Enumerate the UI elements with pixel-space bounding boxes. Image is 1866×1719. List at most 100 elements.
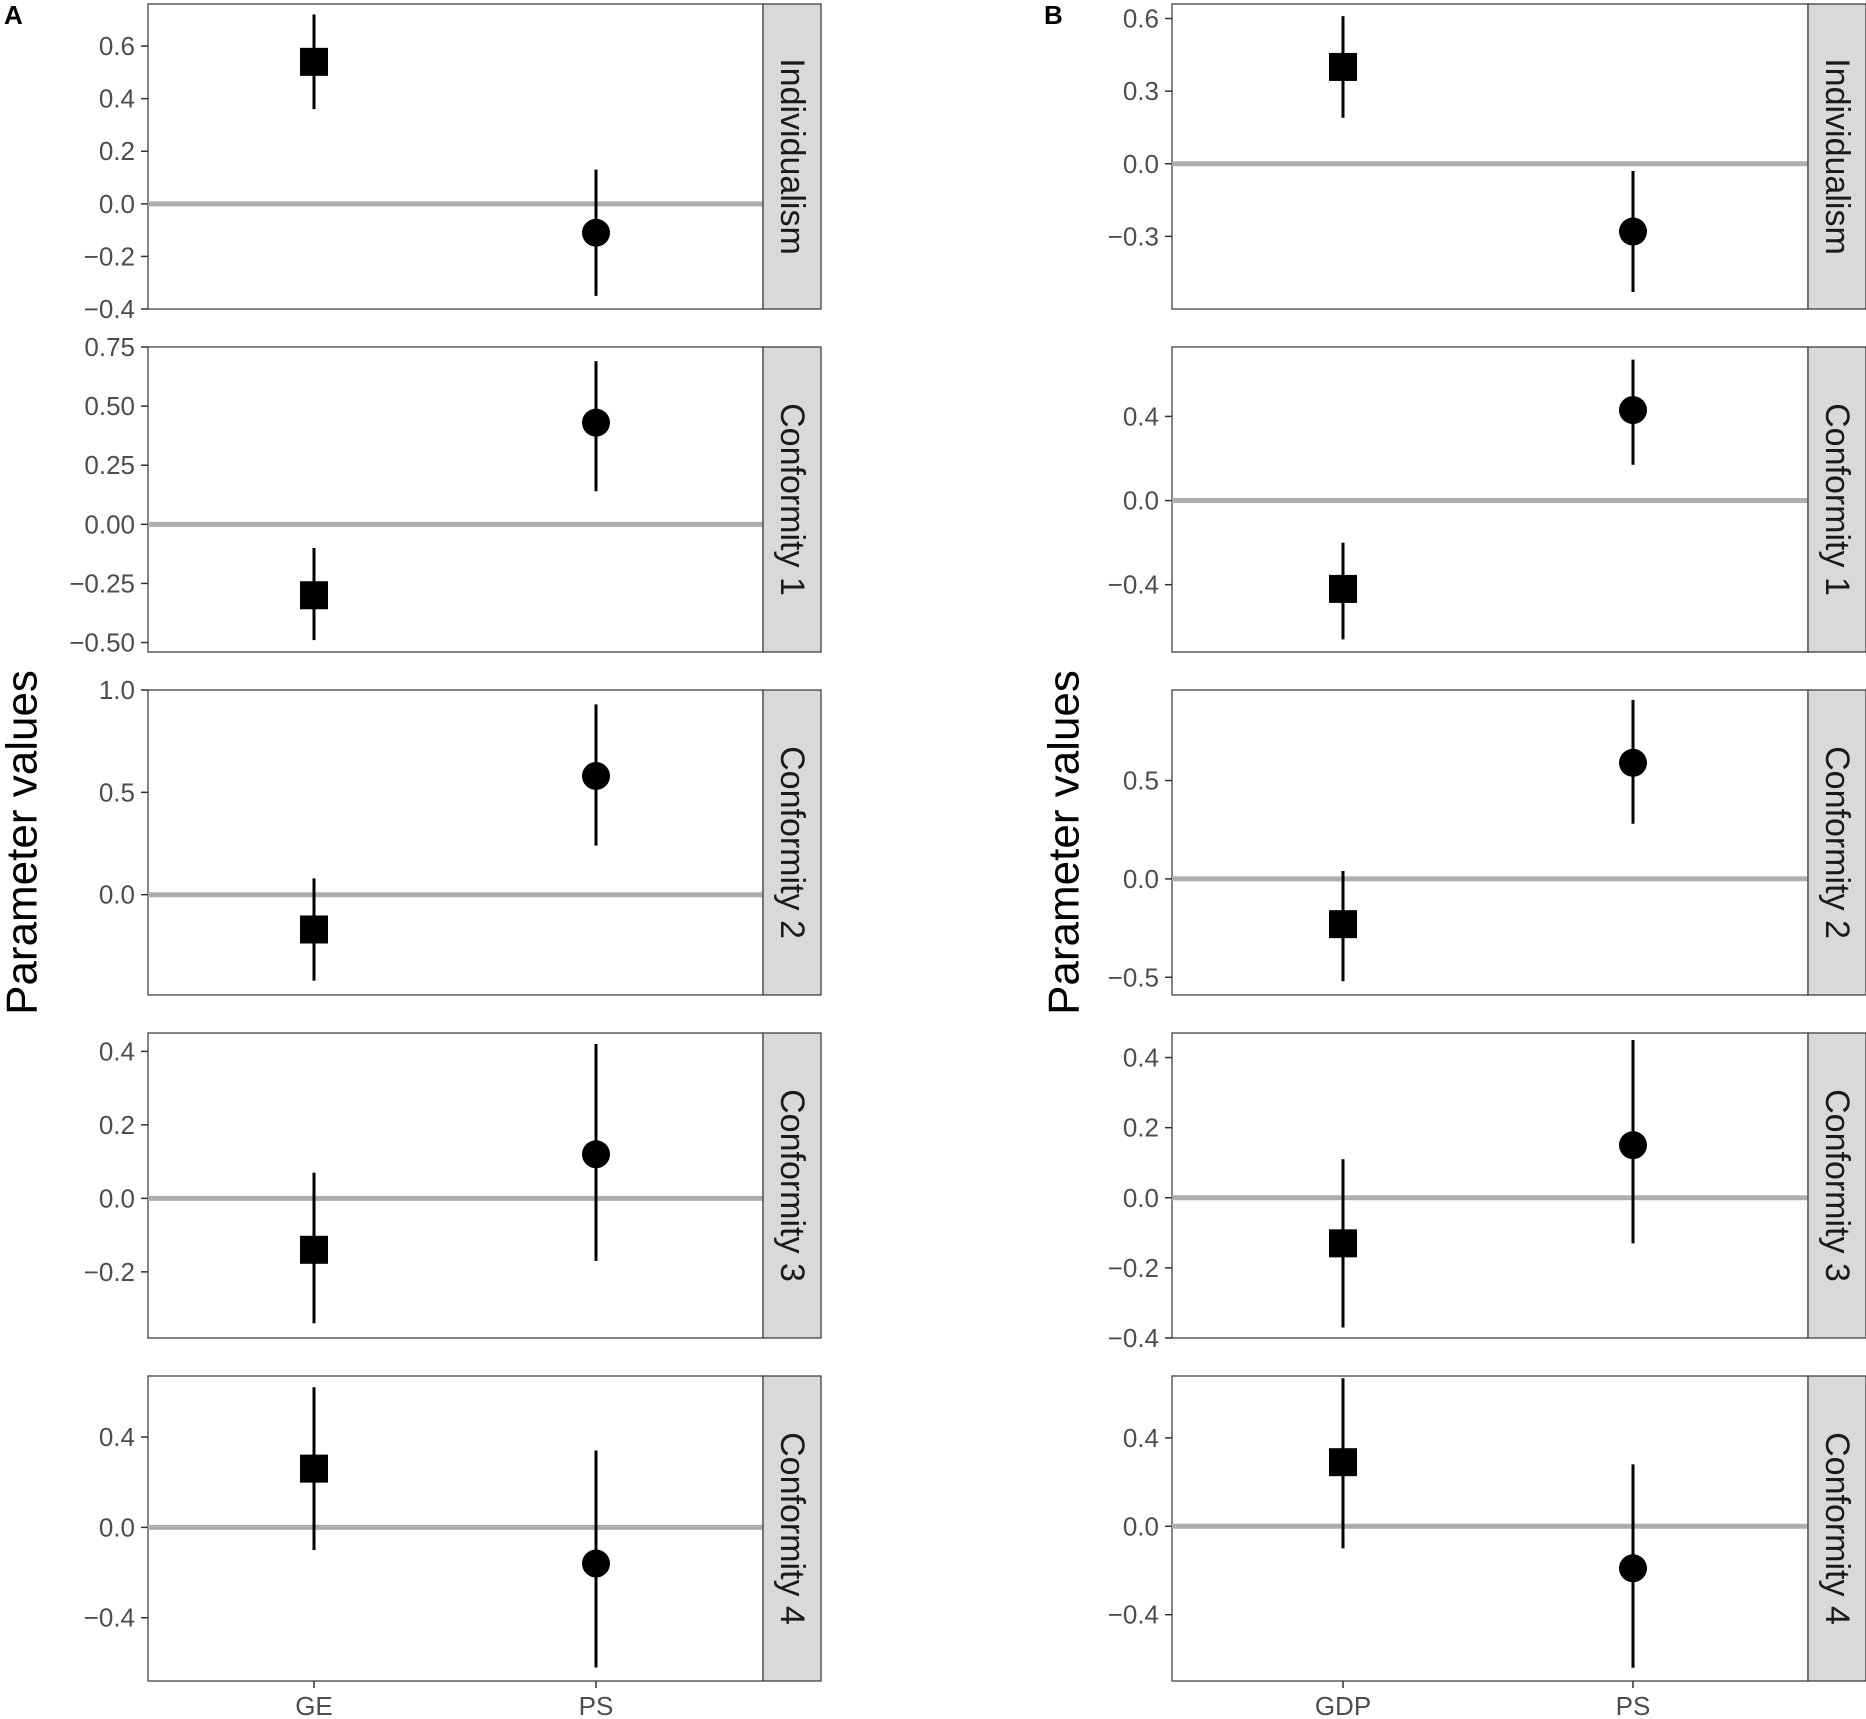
data-point xyxy=(1619,699,1647,824)
square-marker xyxy=(1329,1229,1357,1258)
facet-strip xyxy=(762,3,822,310)
data-point xyxy=(1619,171,1647,293)
y-tick-label: 0.2 xyxy=(1123,1113,1159,1143)
y-tick-label: 0.3 xyxy=(1123,76,1159,106)
facet: 0.6 0.3 0.0 −0.3 Individualism xyxy=(1108,3,1866,310)
data-point xyxy=(582,1450,610,1668)
square-marker xyxy=(1329,910,1357,939)
plot-area xyxy=(147,1032,764,1339)
data-point xyxy=(582,704,610,846)
y-tick-label: 0.4 xyxy=(1123,1043,1159,1073)
y-tick-label: 0.2 xyxy=(99,136,135,166)
facet-strip xyxy=(1807,346,1866,653)
facet-strip-label: Conformity 1 xyxy=(773,403,811,596)
data-point xyxy=(1329,542,1357,640)
y-tick-label: −0.4 xyxy=(1108,1323,1159,1353)
facet-strip xyxy=(1807,1375,1866,1682)
square-marker xyxy=(1329,574,1357,603)
y-tick-label: 0.50 xyxy=(84,391,135,421)
facet: 0.4 0.2 0.0 −0.2 Conformity 3 xyxy=(84,1032,822,1339)
y-tick-label: 0.00 xyxy=(84,509,135,539)
data-point xyxy=(582,169,610,296)
data-point xyxy=(300,1172,328,1324)
y-tick-label: −0.4 xyxy=(1108,1600,1159,1630)
y-tick-label: −0.4 xyxy=(84,294,135,324)
x-tick-label: GDP xyxy=(1315,1691,1371,1719)
y-tick-label: 0.0 xyxy=(1123,864,1159,894)
circle-marker xyxy=(1619,748,1647,777)
circle-marker xyxy=(582,1140,610,1169)
square-marker xyxy=(300,47,328,76)
circle-marker xyxy=(582,1549,610,1578)
y-axis-title: Parameter values xyxy=(0,670,47,1015)
y-tick-label: 0.5 xyxy=(1123,766,1159,796)
data-point xyxy=(1329,16,1357,118)
facet-strip xyxy=(1807,1032,1866,1339)
y-tick-label: −0.4 xyxy=(1108,570,1159,600)
facet-strip xyxy=(762,1375,822,1682)
facet-strip-label: Conformity 2 xyxy=(773,746,811,939)
data-point xyxy=(1619,1040,1647,1244)
plot-area xyxy=(147,3,764,310)
data-point xyxy=(300,14,328,110)
facet-strip xyxy=(762,689,822,996)
y-tick-label: −0.5 xyxy=(1108,962,1159,992)
facet: 0.75 0.50 0.25 0.00 −0.25 −0.50 Conformity 1 xyxy=(69,332,822,658)
circle-marker xyxy=(1619,1131,1647,1160)
y-tick-label: 0.0 xyxy=(99,880,135,910)
facet-strip xyxy=(1807,689,1866,996)
y-tick-label: 0.0 xyxy=(1123,486,1159,516)
facet-strip-label: Conformity 3 xyxy=(773,1089,811,1282)
y-tick-label: 0.4 xyxy=(99,1036,135,1066)
square-marker xyxy=(1329,52,1357,81)
square-marker xyxy=(300,581,328,610)
plot-area xyxy=(147,689,764,996)
y-tick-label: 0.6 xyxy=(99,31,135,61)
x-tick-label: PS xyxy=(579,1691,614,1719)
facet-panel-b: 0.6 0.3 0.0 −0.3 Individualism 0.4 0.0 −0.4 Conf… xyxy=(1040,3,1866,1719)
y-tick-label: 0.4 xyxy=(99,1422,135,1452)
y-tick-label: 0.0 xyxy=(99,189,135,219)
facet-strip xyxy=(762,346,822,653)
circle-marker xyxy=(1619,1554,1647,1583)
y-tick-label: −0.25 xyxy=(69,568,135,598)
facet-strip-label: Individualism xyxy=(773,58,811,255)
square-marker xyxy=(300,1235,328,1264)
y-tick-label: 0.0 xyxy=(99,1512,135,1542)
y-tick-label: −0.4 xyxy=(84,1603,135,1633)
facet: 0.4 0.2 0.0 −0.2 −0.4 Conformity 3 xyxy=(1108,1032,1866,1353)
data-point xyxy=(300,1387,328,1550)
plot-area xyxy=(1171,3,1809,310)
data-point xyxy=(300,547,328,641)
facet-strip-label: Conformity 2 xyxy=(1818,746,1856,939)
facet-panel-a: 0.6 0.4 0.2 0.0 −0.2 −0.4 Individualism 0.75 0.5… xyxy=(0,3,822,1719)
square-marker xyxy=(1329,1448,1357,1477)
square-marker xyxy=(300,915,328,944)
data-point xyxy=(582,1044,610,1261)
data-point xyxy=(1619,359,1647,465)
facet-strip-label: Conformity 3 xyxy=(1818,1089,1856,1282)
facet: 0.6 0.4 0.2 0.0 −0.2 −0.4 Individualism xyxy=(84,3,822,324)
y-tick-label: 0.0 xyxy=(99,1183,135,1213)
panel-label-a: A xyxy=(4,0,23,30)
y-tick-label: −0.2 xyxy=(1108,1253,1159,1283)
data-point xyxy=(1329,1378,1357,1549)
y-tick-label: 0.6 xyxy=(1123,4,1159,34)
facet: 1.0 0.5 0.0 Conformity 2 xyxy=(99,675,822,996)
y-tick-label: 0.4 xyxy=(1123,401,1159,431)
y-tick-label: 1.0 xyxy=(99,675,135,705)
facet-strip xyxy=(1807,3,1866,310)
facet: 0.4 0.0 −0.4 Conformity 4 xyxy=(1108,1375,1866,1682)
y-tick-label: 0.25 xyxy=(84,450,135,480)
circle-marker xyxy=(582,761,610,790)
y-tick-label: 0.2 xyxy=(99,1110,135,1140)
plot-area xyxy=(147,346,764,653)
y-tick-label: 0.75 xyxy=(84,332,135,362)
y-tick-label: 0.0 xyxy=(1123,1183,1159,1213)
facet-strip-label: Conformity 1 xyxy=(1818,403,1856,596)
panel-label-b: B xyxy=(1044,0,1063,30)
square-marker xyxy=(300,1454,328,1483)
y-tick-label: −0.50 xyxy=(69,628,135,658)
circle-marker xyxy=(582,218,610,247)
